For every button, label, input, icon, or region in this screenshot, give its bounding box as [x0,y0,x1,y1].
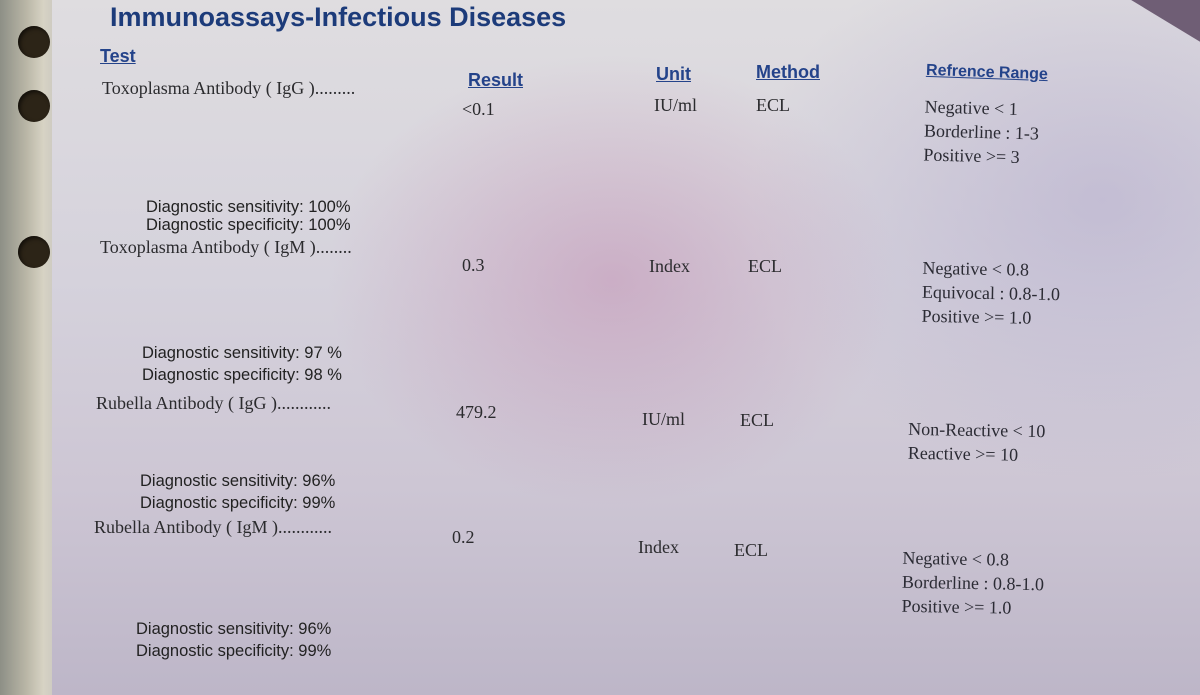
range-line: Positive >= 1.0 [901,595,1012,618]
test-method: ECL [756,95,790,115]
diagnostic-sensitivity: Diagnostic sensitivity: 97 % [142,344,342,362]
reference-range: Negative < 1 Borderline : 1-3 Positive >… [923,95,1040,170]
test-unit: IU/ml [654,95,697,115]
test-method: ECL [734,540,768,560]
diagnostic-specificity: Diagnostic specificity: 100% [146,216,351,234]
range-line: Negative < 0.8 [902,547,1010,570]
diagnostic-sensitivity: Diagnostic sensitivity: 96% [140,472,336,490]
binder-hole [18,90,50,122]
header-test: Test [100,46,136,66]
range-line: Reactive >= 10 [907,442,1019,465]
range-line: Negative < 0.8 [922,257,1030,280]
test-result: <0.1 [462,99,495,119]
range-line: Negative < 1 [924,96,1019,119]
test-name: Rubella Antibody ( IgG )............ [96,393,331,413]
test-result: 0.2 [452,527,475,547]
header-method: Method [756,62,820,82]
test-result: 479.2 [456,402,497,422]
header-reference-range: Refrence Range [925,61,1049,84]
binder-hole [18,236,50,268]
reference-range: Negative < 0.8 Equivocal : 0.8-1.0 Posit… [921,256,1060,330]
report-paper: Immunoassays-Infectious Diseases Test Re… [52,0,1200,695]
test-name: Toxoplasma Antibody ( IgM )........ [100,237,352,257]
header-result: Result [468,70,524,90]
header-unit: Unit [656,64,691,84]
test-unit: IU/ml [642,409,685,429]
test-method: ECL [748,256,782,276]
range-line: Borderline : 0.8-1.0 [901,571,1045,595]
diagnostic-sensitivity: Diagnostic sensitivity: 96% [136,620,332,638]
diagnostic-specificity: Diagnostic specificity: 99% [140,494,336,512]
range-line: Non-Reactive < 10 [908,418,1046,442]
reference-range: Negative < 0.8 Borderline : 0.8-1.0 Posi… [901,546,1044,620]
binder-hole [18,26,50,58]
range-line: Positive >= 1.0 [921,305,1032,328]
test-unit: Index [649,256,690,276]
diagnostic-specificity: Diagnostic specificity: 98 % [142,366,342,384]
test-result: 0.3 [462,255,485,275]
test-method: ECL [740,410,774,430]
report-title: Immunoassays-Infectious Diseases [110,2,567,32]
range-line: Equivocal : 0.8-1.0 [921,281,1061,305]
binder-strip [0,0,58,695]
diagnostic-sensitivity: Diagnostic sensitivity: 100% [146,198,351,216]
diagnostic-specificity: Diagnostic specificity: 99% [136,642,332,660]
range-line: Borderline : 1-3 [923,120,1040,144]
test-name: Rubella Antibody ( IgM )............ [94,517,332,537]
test-name: Toxoplasma Antibody ( IgG )......... [102,78,356,98]
range-line: Positive >= 3 [923,144,1020,168]
reference-range: Non-Reactive < 10 Reactive >= 10 [908,417,1046,467]
test-unit: Index [638,537,679,557]
